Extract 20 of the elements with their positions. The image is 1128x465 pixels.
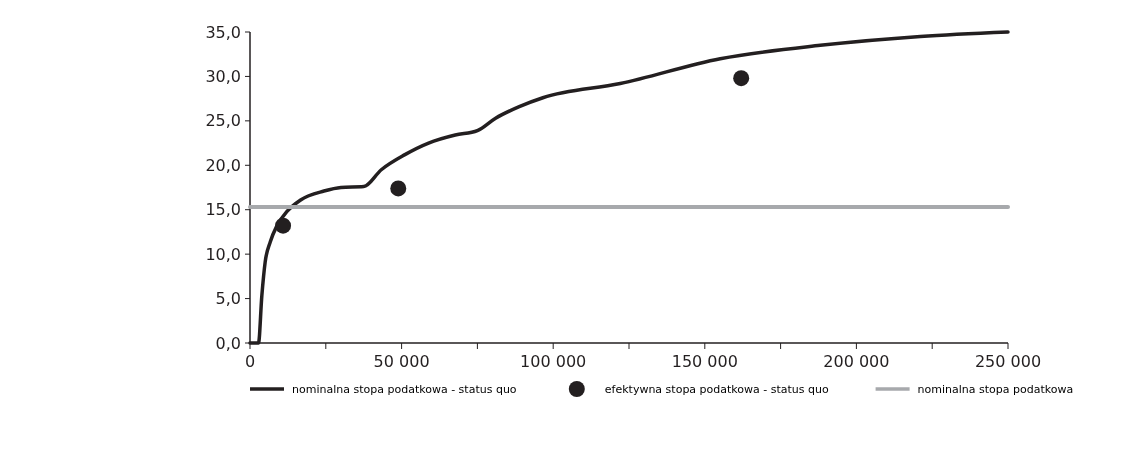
x-tick-label: 250 000 [974,352,1042,371]
point [275,217,292,234]
x-tick-label: 0 [244,352,256,371]
y-tick-label: 0,0 [215,333,241,353]
y-tick-label: 10,0 [205,244,241,264]
y-tick-label: 30,0 [205,67,241,87]
y-tick-label: 20,0 [205,155,241,175]
x-tick-label: 150 000 [671,352,738,371]
point [733,70,750,87]
y-tick-label: 15,0 [205,200,241,220]
point [390,180,407,197]
legend-label: nominalna stopa podatkowa - status quo [292,383,517,396]
y-tick-label: 5,0 [215,289,241,309]
legend-label: efektywna stopa podatkowa - status quo [604,383,830,396]
y-tick-label: 35,0 [205,22,241,42]
x-tick-label: 200 000 [823,352,890,371]
x-tick-label: 50 000 [373,352,430,371]
legend-label: nominalna stopa podatkowa [917,383,1074,396]
x-tick-label: 100 000 [520,352,587,371]
y-tick-label: 25,0 [205,111,241,131]
